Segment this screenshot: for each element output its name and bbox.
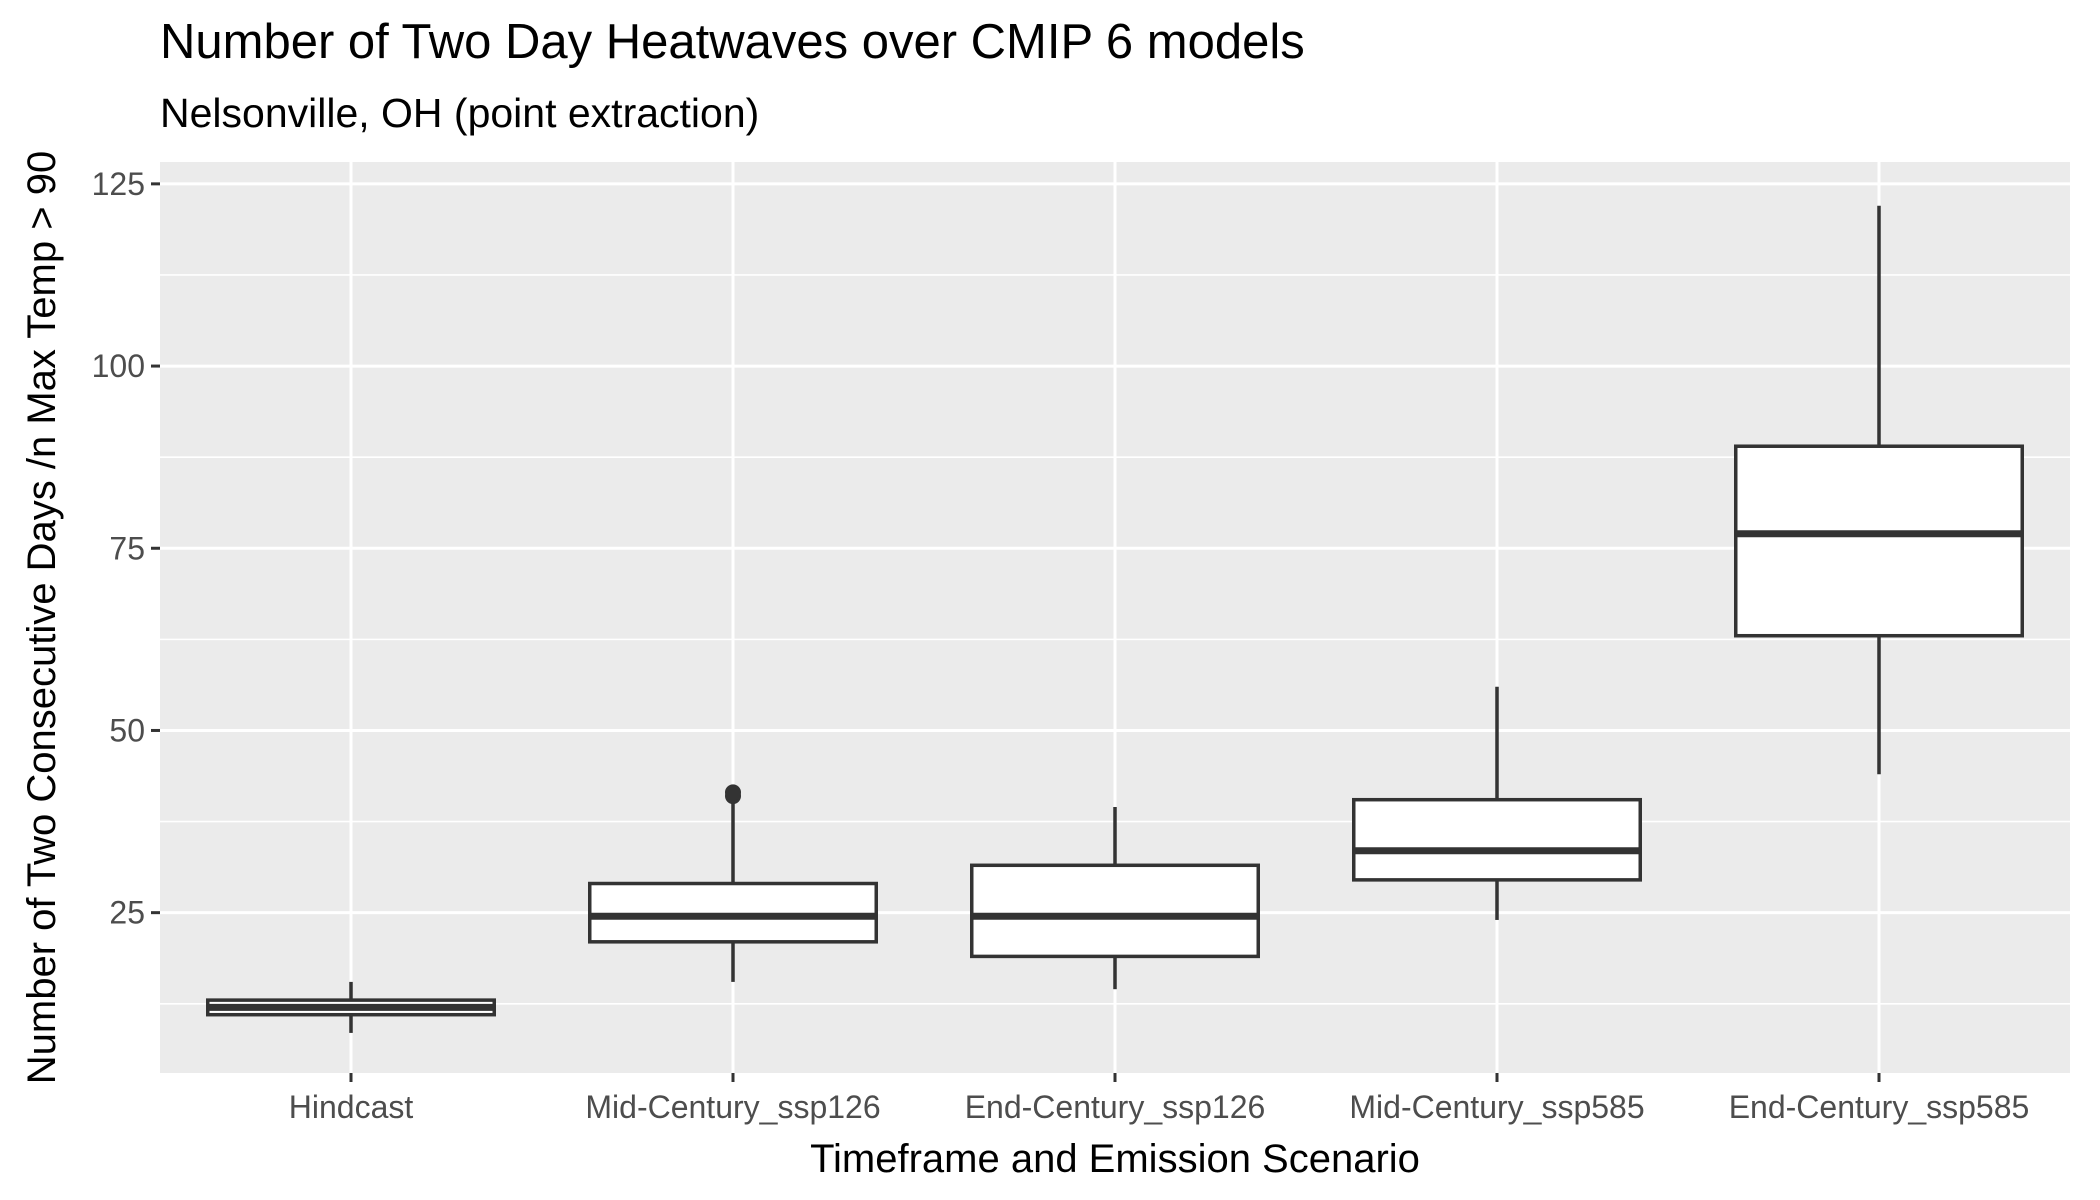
x-tick-label: End-Century_ssp585 [1729, 1089, 2030, 1125]
x-tick-label: End-Century_ssp126 [965, 1089, 1266, 1125]
x-tick-label: Hindcast [289, 1089, 414, 1125]
y-tick-label: 125 [92, 166, 145, 202]
y-tick-label: 25 [109, 895, 145, 931]
x-tick-label: Mid-Century_ssp126 [585, 1089, 880, 1125]
chart-title: Number of Two Day Heatwaves over CMIP 6 … [160, 15, 1305, 69]
y-axis: 25 50 75 100 125 [92, 166, 160, 931]
box-End-Century_ssp585 [1734, 205, 2024, 775]
boxes-layer [206, 205, 2024, 1033]
x-axis-title: Timeframe and Emission Scenario [810, 1137, 1420, 1181]
outlier-point [725, 784, 741, 801]
y-tick-label: 100 [92, 348, 145, 384]
y-axis-title: Number of Two Consecutive Days /n Max Te… [20, 151, 64, 1084]
box-iqr [1352, 797, 1642, 882]
box-iqr [588, 881, 878, 944]
x-tick-label: Mid-Century_ssp585 [1349, 1089, 1644, 1125]
box-iqr [1734, 444, 2024, 638]
x-axis: Hindcast Mid-Century_ssp126 End-Century_ss… [289, 1073, 2030, 1125]
box-Mid-Century_ssp126 [588, 784, 878, 982]
box-End-Century_ssp126 [970, 806, 1260, 990]
chart-subtitle: Nelsonville, OH (point extraction) [160, 90, 760, 136]
y-tick-label: 50 [109, 712, 145, 748]
box-Hindcast [206, 981, 496, 1033]
y-tick-label: 75 [109, 530, 145, 566]
box-iqr [970, 863, 1260, 959]
box-Mid-Century_ssp585 [1352, 686, 1642, 920]
